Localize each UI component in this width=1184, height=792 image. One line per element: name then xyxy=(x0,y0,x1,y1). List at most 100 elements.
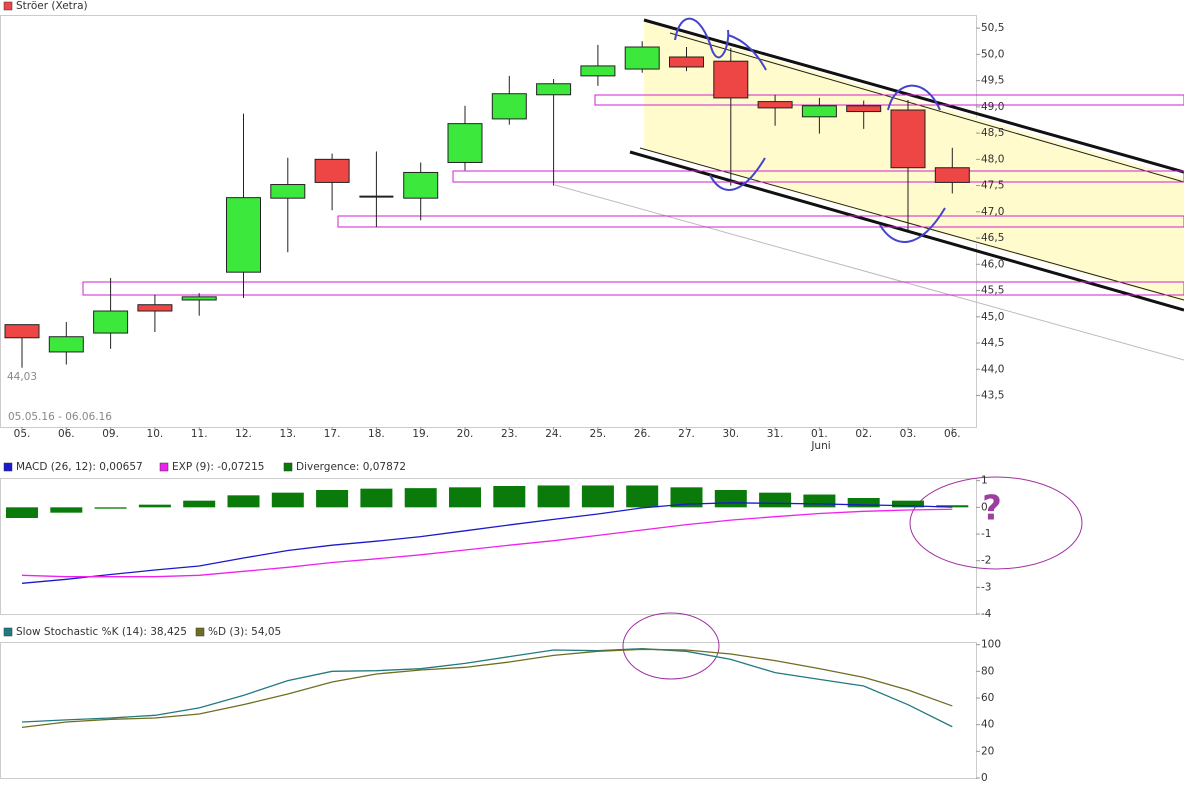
y-tick-label: 46,0 xyxy=(981,258,1004,270)
candle-body xyxy=(403,171,439,199)
y-tick-label: 45,5 xyxy=(981,285,1004,297)
x-tick-label: 10. xyxy=(147,428,164,440)
question-annotation: ? xyxy=(982,489,1002,529)
x-tick-label: 26. xyxy=(634,428,651,440)
y-tick-label: -1 xyxy=(981,528,991,540)
y-tick-label: 44,0 xyxy=(981,363,1004,375)
histogram-bar xyxy=(537,485,570,508)
candle-body xyxy=(846,105,882,113)
histogram-bar xyxy=(626,485,659,508)
histogram-bar xyxy=(936,505,969,508)
histogram-bar xyxy=(759,492,792,508)
legend-swatch xyxy=(283,462,293,472)
candle-body xyxy=(669,56,704,68)
histogram-bar xyxy=(316,490,349,508)
histogram-bar xyxy=(892,500,924,508)
histogram-bar xyxy=(94,507,127,509)
trend-line xyxy=(643,18,1184,174)
x-tick-label: 09. xyxy=(102,428,119,440)
candle-body xyxy=(934,167,970,183)
series-line xyxy=(21,502,953,584)
histogram-bar xyxy=(847,498,880,508)
highlight-circle xyxy=(622,612,720,680)
y-tick-label: 50,5 xyxy=(981,22,1004,34)
x-tick-label: 24. xyxy=(545,428,562,440)
hand-curve xyxy=(709,157,766,191)
hand-curve xyxy=(674,17,730,59)
y-tick-label: -2 xyxy=(981,555,991,567)
date-range: 05.05.16 - 06.06.16 xyxy=(8,411,112,423)
legend-label: Slow Stochastic %K (14): 38,425 xyxy=(16,626,187,638)
legend-label: Divergence: 0,07872 xyxy=(296,461,406,473)
candle-body xyxy=(580,65,616,77)
y-tick-label: 40 xyxy=(981,719,994,731)
candle-body xyxy=(270,184,306,199)
legend-label: %D (3): 54,05 xyxy=(208,626,281,638)
histogram-bar xyxy=(138,504,171,508)
series-line xyxy=(21,648,953,728)
y-tick-label: -3 xyxy=(981,581,991,593)
histogram-bar xyxy=(227,495,260,508)
candle-body xyxy=(713,60,749,99)
x-tick-label: 31. xyxy=(767,428,784,440)
level-box xyxy=(452,170,1184,183)
histogram-bar xyxy=(271,492,304,508)
y-tick-label: 48,0 xyxy=(981,153,1004,165)
x-tick-label: 27. xyxy=(678,428,695,440)
legend-label: EXP (9): -0,07215 xyxy=(172,461,264,473)
y-tick-label: 1 xyxy=(981,475,988,487)
highlight-circle xyxy=(909,476,1083,570)
candle-body xyxy=(447,123,483,163)
x-tick-label: 20. xyxy=(457,428,474,440)
hand-curve xyxy=(727,34,767,71)
x-tick-label: 02. xyxy=(855,428,872,440)
low-label: 44,03 xyxy=(7,371,37,383)
legend-label: Ströer (Xetra) xyxy=(16,0,88,12)
x-tick-label: 12. xyxy=(235,428,252,440)
candle-body xyxy=(226,197,261,273)
x-tick-label: 05. xyxy=(14,428,31,440)
candle-body xyxy=(137,304,173,312)
legend-swatch xyxy=(195,627,205,637)
histogram-bar xyxy=(581,485,614,508)
x-tick-label: 01. xyxy=(811,428,828,440)
legend-swatch xyxy=(159,462,169,472)
legend-label: MACD (26, 12): 0,00657 xyxy=(16,461,143,473)
histogram-bar xyxy=(493,486,526,508)
candle-body xyxy=(536,83,572,96)
trend-line xyxy=(669,32,1184,183)
y-tick-label: 47,5 xyxy=(981,180,1004,192)
candle-body xyxy=(757,101,793,109)
y-tick-label: 80 xyxy=(981,665,994,677)
y-tick-label: 46,5 xyxy=(981,232,1004,244)
y-tick-label: 0 xyxy=(981,772,988,784)
hand-curve xyxy=(887,84,941,111)
y-tick-label: -4 xyxy=(981,608,992,620)
candle-body xyxy=(624,46,660,70)
y-tick-label: 45,0 xyxy=(981,311,1004,323)
histogram-bar xyxy=(449,487,481,508)
x-tick-label: 03. xyxy=(900,428,917,440)
trend-line xyxy=(629,150,1184,312)
hand-curve xyxy=(879,207,946,243)
x-tick-label: 18. xyxy=(368,428,385,440)
candle-body xyxy=(48,336,84,353)
month-label: Juni xyxy=(810,440,830,452)
histogram-bar xyxy=(360,488,393,508)
level-box xyxy=(82,281,1184,296)
series-line xyxy=(21,648,953,728)
candle-body xyxy=(181,296,217,301)
candle-body xyxy=(93,310,129,334)
y-tick-label: 47,0 xyxy=(981,206,1004,218)
y-tick-label: 100 xyxy=(981,639,1001,651)
level-box xyxy=(337,215,1184,228)
x-tick-label: 25. xyxy=(590,428,607,440)
candle-body xyxy=(890,109,926,169)
histogram-bar xyxy=(183,500,216,508)
histogram-bar xyxy=(50,507,83,513)
series-line xyxy=(21,508,953,578)
y-tick-label: 50,0 xyxy=(981,48,1004,60)
x-tick-label: 06. xyxy=(58,428,75,440)
legend-swatch xyxy=(3,462,13,472)
